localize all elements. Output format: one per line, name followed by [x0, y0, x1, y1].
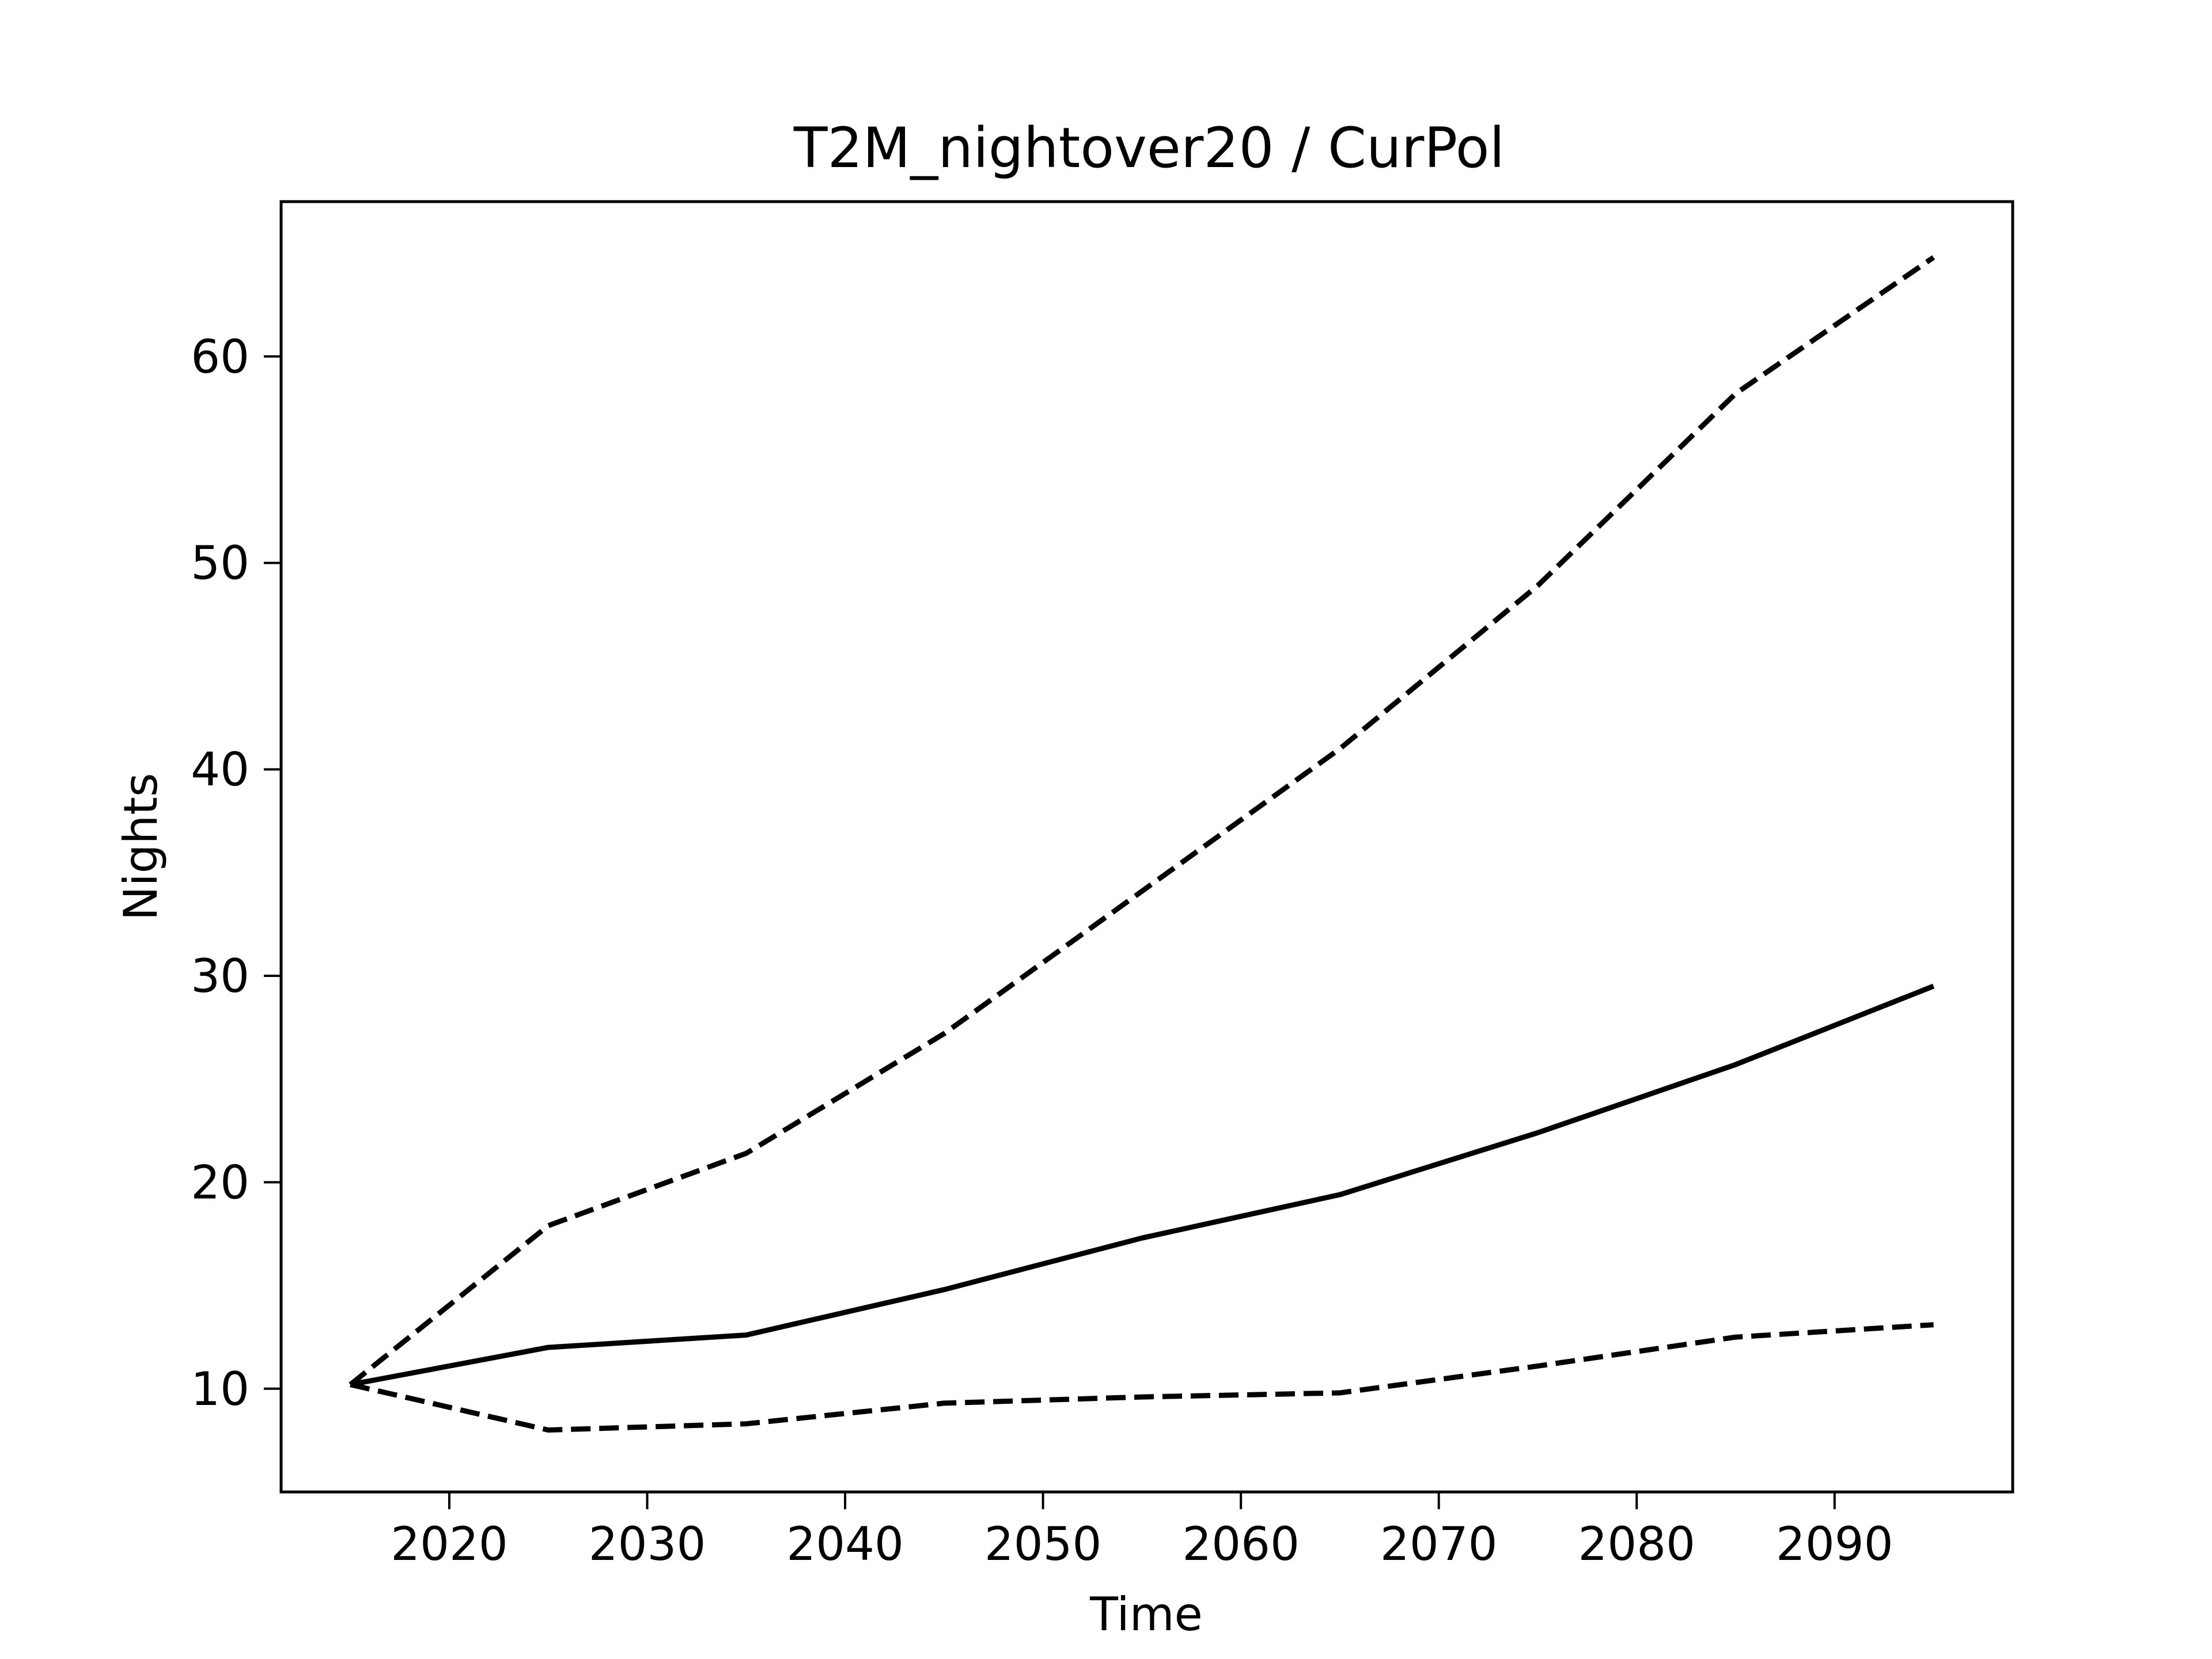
x-tick-label-2020: 2020: [391, 1517, 508, 1571]
series-line-2-dashed: [349, 255, 1936, 1387]
x-axis: 2020 2030 2040 2050 2060 2070 2080 2090: [391, 1492, 1893, 1571]
series-line-1-solid: [350, 983, 1935, 1388]
y-tick-label-40: 40: [191, 743, 249, 797]
x-tick-label-2060: 2060: [1182, 1517, 1300, 1571]
y-axis: 10 20 30 40 50 60: [191, 330, 281, 1416]
x-tick-label-2070: 2070: [1380, 1517, 1498, 1571]
y-tick-label-50: 50: [191, 536, 249, 590]
x-tick-label-2040: 2040: [786, 1517, 904, 1571]
y-tick-label-30: 30: [191, 949, 249, 1003]
chart-title: T2M_nightover20 / CurPol: [793, 116, 1505, 180]
series-line-3-dashed: [350, 1322, 1934, 1433]
x-tick-label-2050: 2050: [984, 1517, 1102, 1571]
x-axis-label: Time: [1089, 1588, 1203, 1641]
y-tick-label-60: 60: [191, 330, 249, 384]
y-axis-label: Nights: [114, 773, 168, 921]
x-tick-label-2090: 2090: [1776, 1517, 1893, 1571]
plot-area: [349, 255, 1936, 1433]
x-tick-label-2030: 2030: [589, 1517, 706, 1571]
axes-frame: [279, 200, 2014, 1494]
y-tick-label-20: 20: [191, 1156, 249, 1209]
y-tick-label-10: 10: [191, 1362, 249, 1416]
x-tick-label-2080: 2080: [1578, 1517, 1695, 1571]
